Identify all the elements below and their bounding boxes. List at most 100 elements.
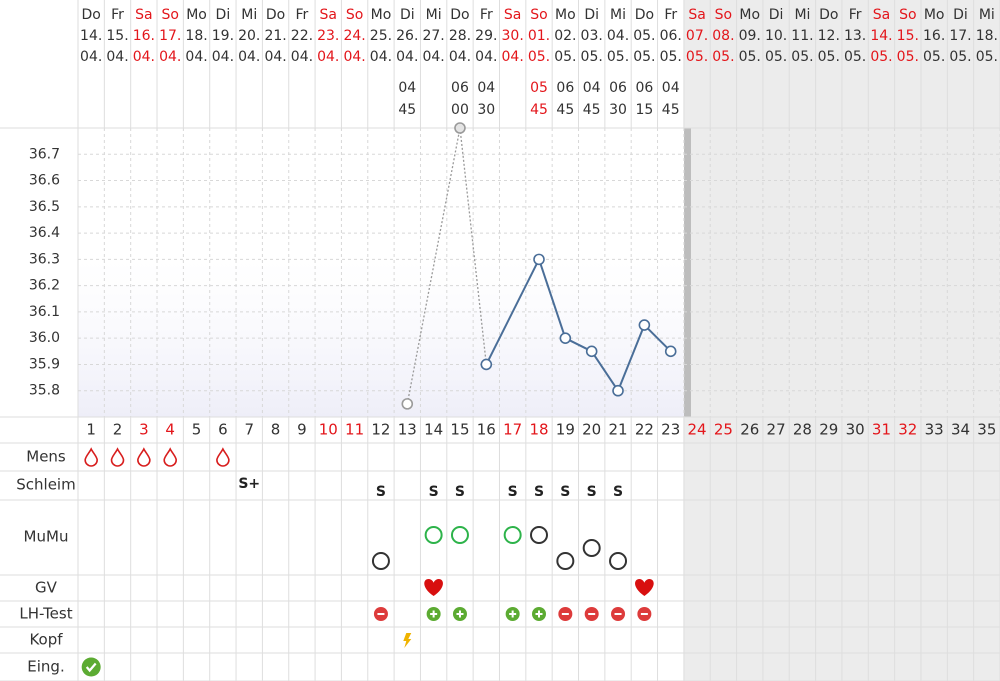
cycle-day: 21 — [608, 421, 627, 439]
weekday: Di — [769, 7, 784, 23]
time-minute: 30 — [477, 102, 495, 118]
temperature-point — [612, 384, 624, 397]
date: 01. — [528, 28, 550, 44]
date: 17. — [159, 28, 181, 44]
y-tick-label: 35.8 — [29, 383, 60, 399]
row-icon — [137, 447, 151, 467]
excluded-segment — [406, 127, 461, 404]
row-icon — [452, 607, 467, 621]
cycle-day: 25 — [714, 421, 733, 439]
weekday: So — [346, 7, 363, 23]
cycle-day: 14 — [424, 421, 443, 439]
month: 04. — [291, 49, 313, 65]
month: 05. — [949, 49, 971, 65]
mucus-label: S+ — [238, 476, 260, 492]
time-minute: 45 — [556, 102, 574, 118]
cycle-day: 33 — [925, 421, 944, 439]
mens-drop — [163, 447, 177, 467]
y-tick-label: 36.1 — [29, 304, 60, 320]
date: 16. — [923, 28, 945, 44]
cycle-day: 11 — [345, 421, 364, 439]
month: 04. — [159, 49, 181, 65]
date: 13. — [844, 28, 866, 44]
date: 03. — [581, 28, 603, 44]
cycle-day: 34 — [951, 421, 970, 439]
mens-drop — [216, 447, 230, 467]
time-minute: 00 — [451, 102, 469, 118]
temperature-segment — [538, 259, 567, 339]
weekday: So — [899, 7, 916, 23]
month: 05. — [607, 49, 629, 65]
heart — [635, 579, 654, 596]
weekday: Fr — [111, 7, 124, 23]
date: 22. — [291, 28, 313, 44]
cycle-day: 6 — [218, 421, 228, 439]
time-hour: 06 — [451, 80, 469, 96]
cycle-day: 2 — [113, 421, 123, 439]
temperature-segment — [643, 324, 672, 353]
date: 18. — [976, 28, 998, 44]
month: 04. — [238, 49, 260, 65]
cycle-day: 1 — [86, 421, 96, 439]
weekday: Mo — [371, 7, 392, 23]
time-minute: 30 — [609, 102, 627, 118]
lh-plus — [430, 610, 438, 618]
date: 11. — [791, 28, 813, 44]
time-minute: 45 — [583, 102, 601, 118]
date: 24. — [343, 28, 365, 44]
month: 05. — [818, 49, 840, 65]
month: 05. — [765, 49, 787, 65]
month: 05. — [976, 49, 998, 65]
time-hour: 04 — [662, 80, 680, 96]
temperature-segment — [485, 258, 540, 365]
cycle-day: 7 — [244, 421, 254, 439]
row-icon — [373, 607, 388, 621]
cycle-day: 28 — [793, 421, 812, 439]
cycle-day: 19 — [556, 421, 575, 439]
row-icon — [532, 607, 546, 621]
weekday: So — [715, 7, 732, 23]
cycle-day: 30 — [846, 421, 865, 439]
row-label: GV — [35, 579, 58, 597]
mens-drop — [110, 447, 125, 467]
month: 04. — [502, 49, 524, 65]
mucus-label: S — [613, 484, 623, 500]
temperature-segment — [617, 324, 646, 392]
time-hour: 04 — [583, 80, 601, 96]
row-icon — [505, 607, 520, 621]
y-tick-label: 36.2 — [29, 278, 60, 294]
weekday: Do — [819, 7, 838, 23]
cycle-day: 16 — [477, 421, 496, 439]
cycle-day: 17 — [503, 421, 522, 439]
row-icon — [216, 447, 230, 467]
row-icon — [426, 607, 441, 621]
month: 05. — [554, 49, 576, 65]
cycle-day: 24 — [688, 421, 707, 439]
mens-drop — [137, 447, 151, 467]
weekday: Di — [953, 7, 968, 23]
month: 05. — [581, 49, 603, 65]
temperature-point — [480, 358, 493, 371]
y-tick-label: 36.3 — [29, 251, 60, 267]
row-icon — [637, 607, 652, 621]
weekday: Sa — [135, 7, 152, 23]
month: 04. — [370, 49, 392, 65]
weekday: Do — [450, 7, 469, 23]
heart — [424, 579, 443, 596]
month: 04. — [133, 49, 155, 65]
cycle-day: 35 — [977, 421, 996, 439]
date: 10. — [765, 28, 787, 44]
weekday: Do — [635, 7, 654, 23]
weekday: Di — [400, 7, 415, 23]
time-minute: 45 — [398, 102, 416, 118]
lh-plus — [535, 610, 543, 618]
date: 07. — [686, 28, 708, 44]
time-hour: 06 — [635, 80, 653, 96]
row-icon — [424, 579, 443, 596]
weekday: Fr — [480, 7, 493, 23]
month: 04. — [475, 49, 497, 65]
y-tick-label: 35.9 — [29, 356, 60, 372]
date: 06. — [660, 28, 682, 44]
month: 05. — [660, 49, 682, 65]
